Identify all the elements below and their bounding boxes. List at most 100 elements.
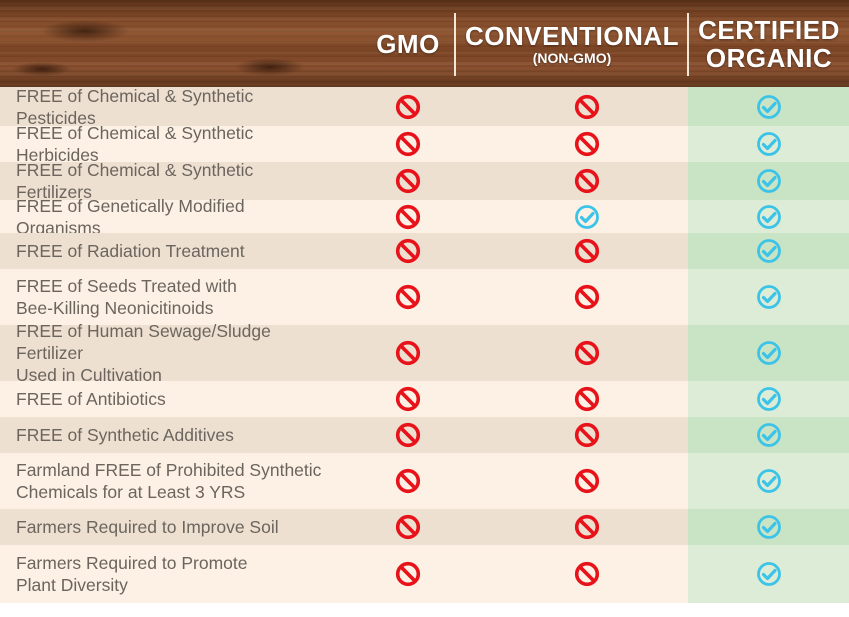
no-symbol-icon [574,94,600,120]
row-label-line: Bee-Killing Neonicitinoids [16,298,214,318]
no-symbol-icon [395,561,421,587]
check-circle-icon [574,204,600,230]
cell-gmo [330,509,485,545]
row-label-line: FREE of Chemical & Synthetic Pesticides [16,85,254,128]
cell-gmo [330,453,485,509]
cell-conventional [485,545,688,603]
row-label: FREE of Antibiotics [0,381,330,417]
no-symbol-icon [574,386,600,412]
no-symbol-icon [395,94,421,120]
check-circle-icon [756,284,782,310]
cell-gmo [330,233,485,269]
row-label: FREE of Seeds Treated with Bee-Killing Ne… [0,269,330,325]
header-gmo: GMO [358,0,458,87]
cell-gmo [330,325,485,381]
header-organic-title-line2: ORGANIC [705,42,833,73]
row-label-line: Chemicals for at Least 3 YRS [16,482,246,502]
row-label-line: Used in Cultivation [16,365,162,385]
no-symbol-icon [395,514,421,540]
no-symbol-icon [574,131,600,157]
cell-organic [688,87,849,126]
cell-organic [688,269,849,325]
no-symbol-icon [395,168,421,194]
row-label: Farmers Required to Promote Plant Diversi… [0,545,330,603]
table-row: Farmland FREE of Prohibited Synthetic Che… [0,453,849,509]
no-symbol-icon [395,131,421,157]
row-label: Farmers Required to Improve Soil [0,509,330,545]
cell-conventional [485,381,688,417]
header-conventional-subtitle: (NON-GMO) [532,49,612,66]
no-symbol-icon [574,561,600,587]
cell-organic [688,126,849,162]
table-row: FREE of Synthetic Additives [0,417,849,453]
table-row: FREE of Human Sewage/Sludge Fertilizer Us… [0,321,849,385]
table-row: FREE of Antibiotics [0,381,849,417]
cell-gmo [330,381,485,417]
check-circle-icon [756,514,782,540]
cell-gmo [330,269,485,325]
header-gmo-title: GMO [376,28,440,59]
row-label: FREE of Human Sewage/Sludge Fertilizer Us… [0,321,330,385]
row-label: Farmland FREE of Prohibited Synthetic Che… [0,453,330,509]
table-row: FREE of Seeds Treated with Bee-Killing Ne… [0,269,849,325]
row-label-line: Farmers Required to Improve Soil [16,517,279,537]
check-circle-icon [756,131,782,157]
table-row: Farmers Required to Improve Soil [0,509,849,545]
header-conventional: CONVENTIONAL (NON-GMO) [458,0,686,87]
check-circle-icon [756,386,782,412]
cell-organic [688,381,849,417]
header-divider [687,13,689,76]
no-symbol-icon [395,340,421,366]
check-circle-icon [756,340,782,366]
table-row: Farmers Required to Promote Plant Diversi… [0,545,849,603]
no-symbol-icon [574,284,600,310]
cell-conventional [485,233,688,269]
row-label: FREE of Radiation Treatment [0,233,330,269]
check-circle-icon [756,468,782,494]
cell-organic [688,162,849,200]
check-circle-icon [756,561,782,587]
cell-conventional [485,87,688,126]
row-label-line: Farmland FREE of Prohibited Synthetic [16,460,322,480]
row-label: FREE of Chemical & Synthetic Fertilizers [0,160,330,202]
no-symbol-icon [395,204,421,230]
row-label: FREE of Synthetic Additives [0,417,330,453]
no-symbol-icon [574,340,600,366]
row-label-line: FREE of Antibiotics [16,389,166,409]
row-label-line: Farmers Required to Promote [16,553,248,573]
wood-knot [235,58,305,76]
wood-knot [12,62,72,76]
table-row: FREE of Chemical & Synthetic Herbicides [0,123,849,165]
no-symbol-icon [574,468,600,494]
row-label: FREE of Genetically Modified Organisms [0,196,330,238]
cell-gmo [330,162,485,200]
cell-organic [688,453,849,509]
check-circle-icon [756,422,782,448]
cell-conventional [485,453,688,509]
no-symbol-icon [574,514,600,540]
header-organic-title: CERTIFIED [698,14,840,45]
no-symbol-icon [395,386,421,412]
no-symbol-icon [395,422,421,448]
header-conventional-title: CONVENTIONAL [465,20,679,51]
check-circle-icon [756,238,782,264]
cell-conventional [485,162,688,200]
header-banner: GMO CONVENTIONAL (NON-GMO) CERTIFIED ORG… [0,0,849,87]
comparison-table: FREE of Chemical & Synthetic Pesticides F… [0,85,849,603]
row-label-line: FREE of Radiation Treatment [16,241,245,261]
check-circle-icon [756,204,782,230]
row-label-line: Plant Diversity [16,575,128,595]
cell-organic [688,233,849,269]
row-label: FREE of Chemical & Synthetic Pesticides [0,85,330,128]
cell-organic [688,417,849,453]
table-row: FREE of Genetically Modified Organisms [0,196,849,238]
cell-gmo [330,545,485,603]
check-circle-icon [756,168,782,194]
cell-conventional [485,269,688,325]
no-symbol-icon [574,238,600,264]
table-row: FREE of Radiation Treatment [0,233,849,269]
cell-conventional [485,325,688,381]
cell-gmo [330,87,485,126]
row-label-line: FREE of Chemical & Synthetic Herbicides [16,123,254,165]
